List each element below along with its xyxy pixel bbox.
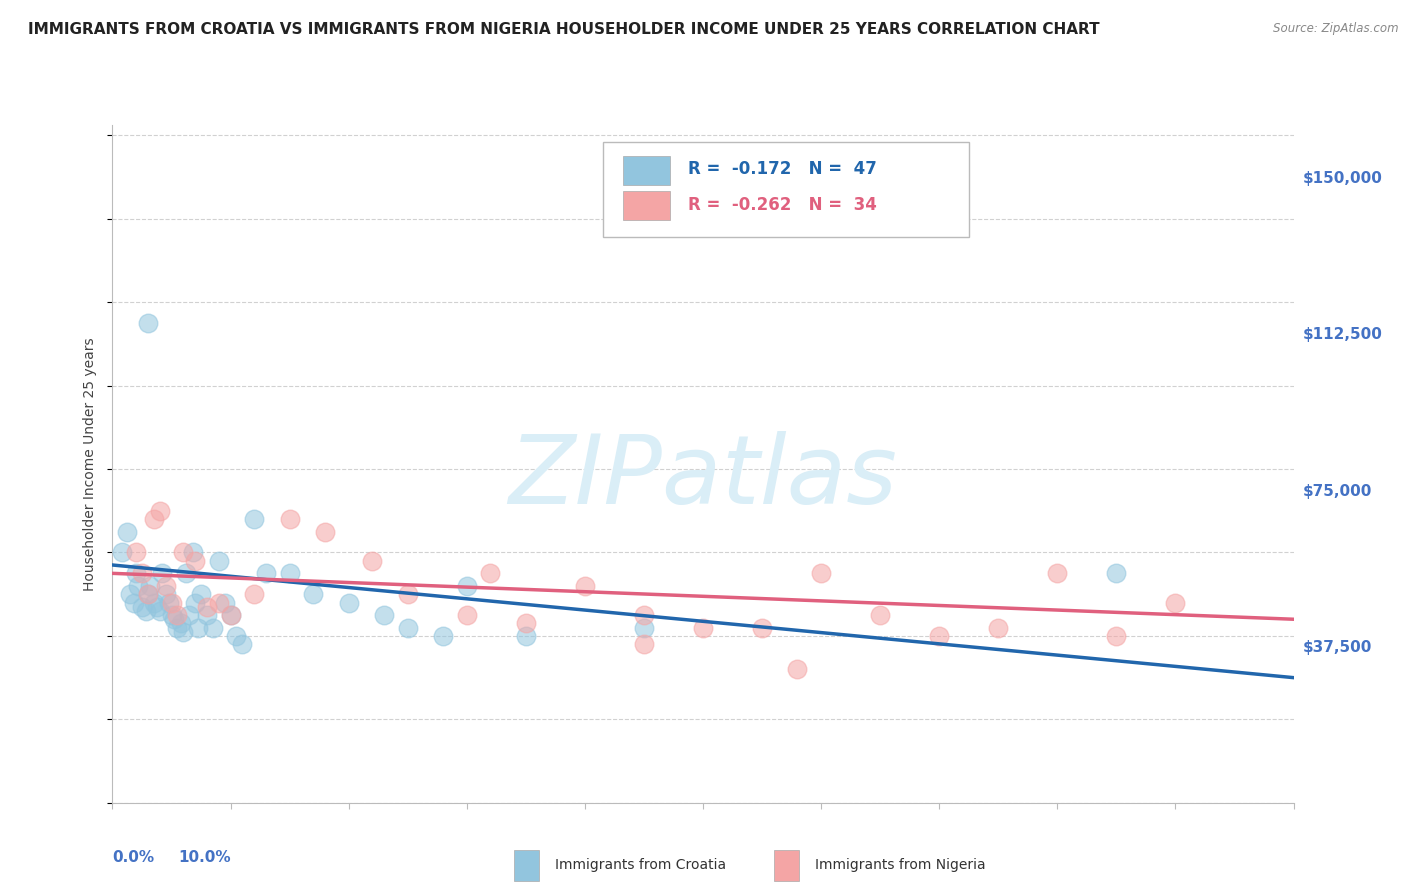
- Point: [172, 545, 194, 559]
- Point: [136, 587, 159, 601]
- Point: [157, 596, 180, 610]
- Text: ZIPatlas: ZIPatlas: [509, 431, 897, 524]
- Point: [208, 596, 231, 610]
- Point: [786, 662, 808, 676]
- Point: [633, 637, 655, 651]
- Point: [155, 579, 177, 593]
- Point: [131, 599, 153, 614]
- Point: [208, 554, 231, 568]
- Point: [186, 621, 208, 635]
- Point: [160, 596, 183, 610]
- FancyBboxPatch shape: [603, 142, 969, 236]
- Point: [172, 624, 194, 639]
- Point: [243, 512, 266, 526]
- Point: [928, 629, 950, 643]
- Point: [254, 566, 277, 581]
- Point: [115, 524, 138, 539]
- Point: [515, 629, 537, 643]
- Point: [479, 566, 502, 581]
- Point: [219, 608, 242, 623]
- Point: [515, 616, 537, 631]
- Point: [456, 608, 478, 623]
- Point: [149, 604, 172, 618]
- Point: [1105, 566, 1128, 581]
- Point: [149, 504, 172, 518]
- Point: [125, 566, 148, 581]
- Point: [111, 545, 134, 559]
- Point: [751, 621, 773, 635]
- Point: [131, 566, 153, 581]
- Point: [184, 554, 207, 568]
- Point: [633, 608, 655, 623]
- Point: [869, 608, 891, 623]
- Point: [201, 621, 224, 635]
- Point: [122, 596, 145, 610]
- Point: [174, 566, 197, 581]
- Point: [136, 316, 159, 330]
- Point: [135, 604, 157, 618]
- Point: [432, 629, 454, 643]
- Text: R =  -0.262   N =  34: R = -0.262 N = 34: [688, 196, 876, 214]
- Text: Immigrants from Nigeria: Immigrants from Nigeria: [815, 858, 986, 872]
- Point: [1105, 629, 1128, 643]
- Point: [181, 545, 204, 559]
- Text: 0.0%: 0.0%: [112, 850, 155, 865]
- Point: [361, 554, 384, 568]
- Point: [231, 637, 253, 651]
- Text: R =  -0.172   N =  47: R = -0.172 N = 47: [688, 160, 876, 178]
- Text: Immigrants from Croatia: Immigrants from Croatia: [555, 858, 727, 872]
- Point: [987, 621, 1010, 635]
- Point: [160, 608, 183, 623]
- Point: [278, 512, 301, 526]
- Point: [373, 608, 395, 623]
- FancyBboxPatch shape: [623, 191, 669, 219]
- Point: [179, 608, 201, 623]
- Point: [314, 524, 336, 539]
- Point: [278, 566, 301, 581]
- Point: [225, 629, 247, 643]
- Point: [810, 566, 832, 581]
- Point: [195, 599, 218, 614]
- Y-axis label: Householder Income Under 25 years: Householder Income Under 25 years: [83, 337, 97, 591]
- FancyBboxPatch shape: [623, 156, 669, 185]
- Text: IMMIGRANTS FROM CROATIA VS IMMIGRANTS FROM NIGERIA HOUSEHOLDER INCOME UNDER 25 Y: IMMIGRANTS FROM CROATIA VS IMMIGRANTS FR…: [28, 22, 1099, 37]
- Point: [243, 587, 266, 601]
- Point: [184, 596, 207, 610]
- Point: [396, 587, 419, 601]
- Point: [136, 587, 159, 601]
- Point: [127, 579, 149, 593]
- Point: [1164, 596, 1187, 610]
- Point: [190, 587, 212, 601]
- Point: [170, 616, 193, 631]
- Point: [166, 621, 188, 635]
- Point: [139, 579, 162, 593]
- Text: Source: ZipAtlas.com: Source: ZipAtlas.com: [1274, 22, 1399, 36]
- Point: [456, 579, 478, 593]
- Point: [120, 587, 142, 601]
- Point: [142, 512, 165, 526]
- Text: 10.0%: 10.0%: [179, 850, 231, 865]
- Point: [692, 621, 714, 635]
- Point: [302, 587, 325, 601]
- Point: [214, 596, 236, 610]
- Point: [125, 545, 148, 559]
- Point: [150, 566, 173, 581]
- Point: [337, 596, 360, 610]
- Point: [146, 599, 169, 614]
- Point: [633, 621, 655, 635]
- Point: [219, 608, 242, 623]
- Point: [155, 587, 177, 601]
- Point: [1046, 566, 1069, 581]
- Point: [166, 608, 188, 623]
- Point: [142, 596, 165, 610]
- Point: [574, 579, 596, 593]
- Point: [163, 612, 186, 626]
- Point: [195, 608, 218, 623]
- Point: [396, 621, 419, 635]
